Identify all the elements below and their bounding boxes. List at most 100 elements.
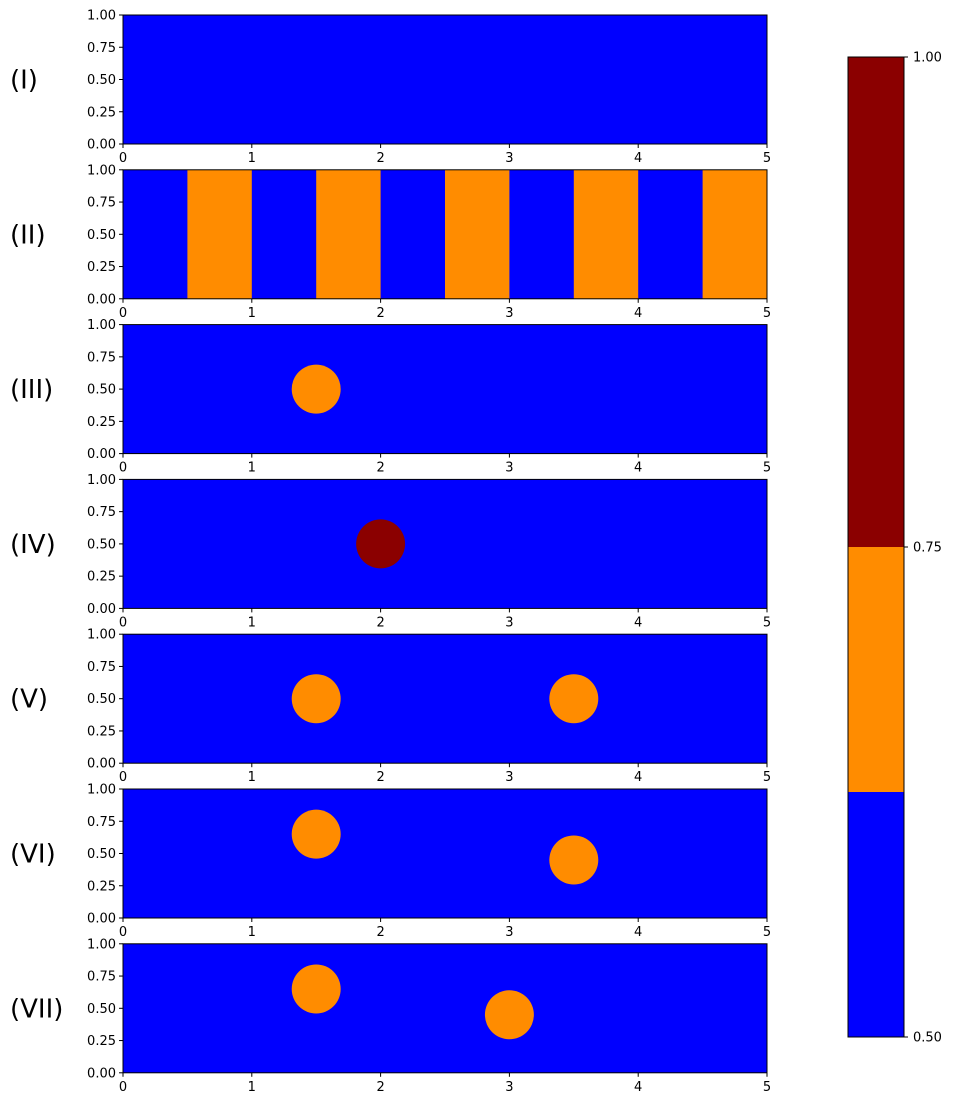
x-tick-label: 4 <box>634 461 642 476</box>
x-tick-label: 5 <box>763 151 771 166</box>
panel-background <box>123 479 767 609</box>
y-tick-label: 0.50 <box>87 383 116 398</box>
band-region <box>573 169 639 299</box>
y-tick-label: 1.00 <box>87 163 116 178</box>
y-tick-label: 0.75 <box>87 660 116 675</box>
x-tick-label: 0 <box>119 925 127 940</box>
y-tick-label: 1.00 <box>87 628 116 643</box>
y-tick-label: 0.75 <box>87 350 116 365</box>
x-tick-label: 1 <box>248 461 256 476</box>
x-tick-label: 4 <box>634 306 642 321</box>
colorbar-segment <box>848 57 904 547</box>
x-tick-label: 1 <box>248 615 256 630</box>
colorbar: 0.50 0.75 1.00 <box>847 51 942 1046</box>
x-tick-label: 5 <box>763 461 771 476</box>
y-tick-label: 0.75 <box>87 970 116 985</box>
x-tick-label: 4 <box>634 925 642 940</box>
x-tick-label: 1 <box>248 925 256 940</box>
x-tick-label: 5 <box>763 1080 771 1095</box>
x-tick-label: 0 <box>119 461 127 476</box>
x-tick-label: 2 <box>376 925 384 940</box>
x-tick-label: 1 <box>248 151 256 166</box>
y-tick-label: 0.00 <box>87 138 116 153</box>
band-region <box>702 169 767 299</box>
x-tick-label: 5 <box>763 615 771 630</box>
y-tick-label: 0.50 <box>87 228 116 243</box>
x-tick-label: 1 <box>248 770 256 785</box>
x-tick-label: 2 <box>376 770 384 785</box>
circle-inclusion <box>291 674 341 724</box>
x-tick-label: 0 <box>119 151 127 166</box>
x-tick-label: 3 <box>505 770 513 785</box>
y-tick-label: 0.00 <box>87 292 116 307</box>
colorbar-segment <box>848 547 904 792</box>
circle-inclusion <box>291 809 341 859</box>
panel-background <box>123 943 767 1073</box>
panel: 0 1 2 3 4 5 0.00 0.25 0.50 0.75 1.00 (IV) <box>10 473 771 631</box>
y-tick-label: 0.50 <box>87 847 116 862</box>
circle-inclusion <box>484 990 534 1040</box>
y-tick-label: 0.75 <box>87 196 116 211</box>
panel-label: (III) <box>10 375 53 405</box>
colorbar-tick-label: 0.50 <box>913 1031 942 1046</box>
y-tick-label: 0.25 <box>87 570 116 585</box>
y-tick-label: 0.25 <box>87 415 116 430</box>
y-tick-label: 1.00 <box>87 473 116 488</box>
colorbar-tick-label: 0.75 <box>913 541 942 556</box>
y-tick-label: 1.00 <box>87 9 116 24</box>
x-tick-label: 2 <box>376 1080 384 1095</box>
y-tick-label: 0.75 <box>87 815 116 830</box>
x-tick-label: 3 <box>505 925 513 940</box>
y-tick-label: 0.25 <box>87 1034 116 1049</box>
y-tick-label: 0.00 <box>87 447 116 462</box>
y-tick-label: 0.00 <box>87 912 116 927</box>
x-tick-label: 0 <box>119 615 127 630</box>
circle-inclusion <box>291 964 341 1014</box>
panels-group: 0 1 2 3 4 50.000.250.500.751.00(I)0 1 2 3 4 50.000… <box>10 9 771 1095</box>
panel: 0 1 2 3 4 5 0.00 0.25 0.50 0.75 1.00 (II) <box>10 163 771 320</box>
x-tick-label: 5 <box>763 306 771 321</box>
circle-inclusion <box>549 835 599 885</box>
y-tick-label: 0.25 <box>87 724 116 739</box>
x-tick-label: 3 <box>505 306 513 321</box>
panel-label: (II) <box>10 220 46 250</box>
panel-background <box>123 15 767 144</box>
y-tick-label: 1.00 <box>87 937 116 952</box>
x-tick-label: 5 <box>763 925 771 940</box>
y-tick-label: 0.25 <box>87 105 116 120</box>
x-tick-label: 4 <box>634 615 642 630</box>
x-tick-label: 0 <box>119 306 127 321</box>
x-tick-label: 1 <box>248 1080 256 1095</box>
y-tick-label: 0.25 <box>87 879 116 894</box>
panel: 0 1 2 3 4 5 0.00 0.25 0.50 0.75 1.00 (VII) <box>10 937 771 1095</box>
x-tick-label: 1 <box>248 306 256 321</box>
colorbar-segment <box>848 792 904 1037</box>
band-region <box>445 169 510 299</box>
x-tick-label: 2 <box>376 151 384 166</box>
y-tick-label: 0.25 <box>87 260 116 275</box>
y-tick-label: 0.50 <box>87 73 116 88</box>
y-tick-label: 1.00 <box>87 783 116 798</box>
y-tick-label: 1.00 <box>87 318 116 333</box>
x-tick-label: 3 <box>505 1080 513 1095</box>
y-tick-label: 0.75 <box>87 41 116 56</box>
x-tick-label: 3 <box>505 615 513 630</box>
band-region <box>316 169 381 299</box>
x-tick-label: 2 <box>376 461 384 476</box>
colorbar-tick-label: 1.00 <box>913 51 942 66</box>
y-tick-label: 0.75 <box>87 505 116 520</box>
y-tick-label: 0.50 <box>87 537 116 552</box>
panel: 0 1 2 3 4 5 0.00 0.25 0.50 0.75 1.00 (V) <box>10 628 771 786</box>
circle-inclusion <box>549 674 599 724</box>
panel-background <box>123 324 767 454</box>
y-tick-label: 0.50 <box>87 692 116 707</box>
panel: 0 1 2 3 4 5 0.00 0.25 0.50 0.75 1.00 (III) <box>10 318 771 476</box>
panel-label: (V) <box>10 685 48 715</box>
x-tick-label: 5 <box>763 770 771 785</box>
panel-background <box>123 634 767 764</box>
y-tick-label: 0.00 <box>87 1066 116 1081</box>
y-tick-label: 0.00 <box>87 757 116 772</box>
panel-label: (VI) <box>10 840 56 870</box>
x-tick-label: 4 <box>634 1080 642 1095</box>
